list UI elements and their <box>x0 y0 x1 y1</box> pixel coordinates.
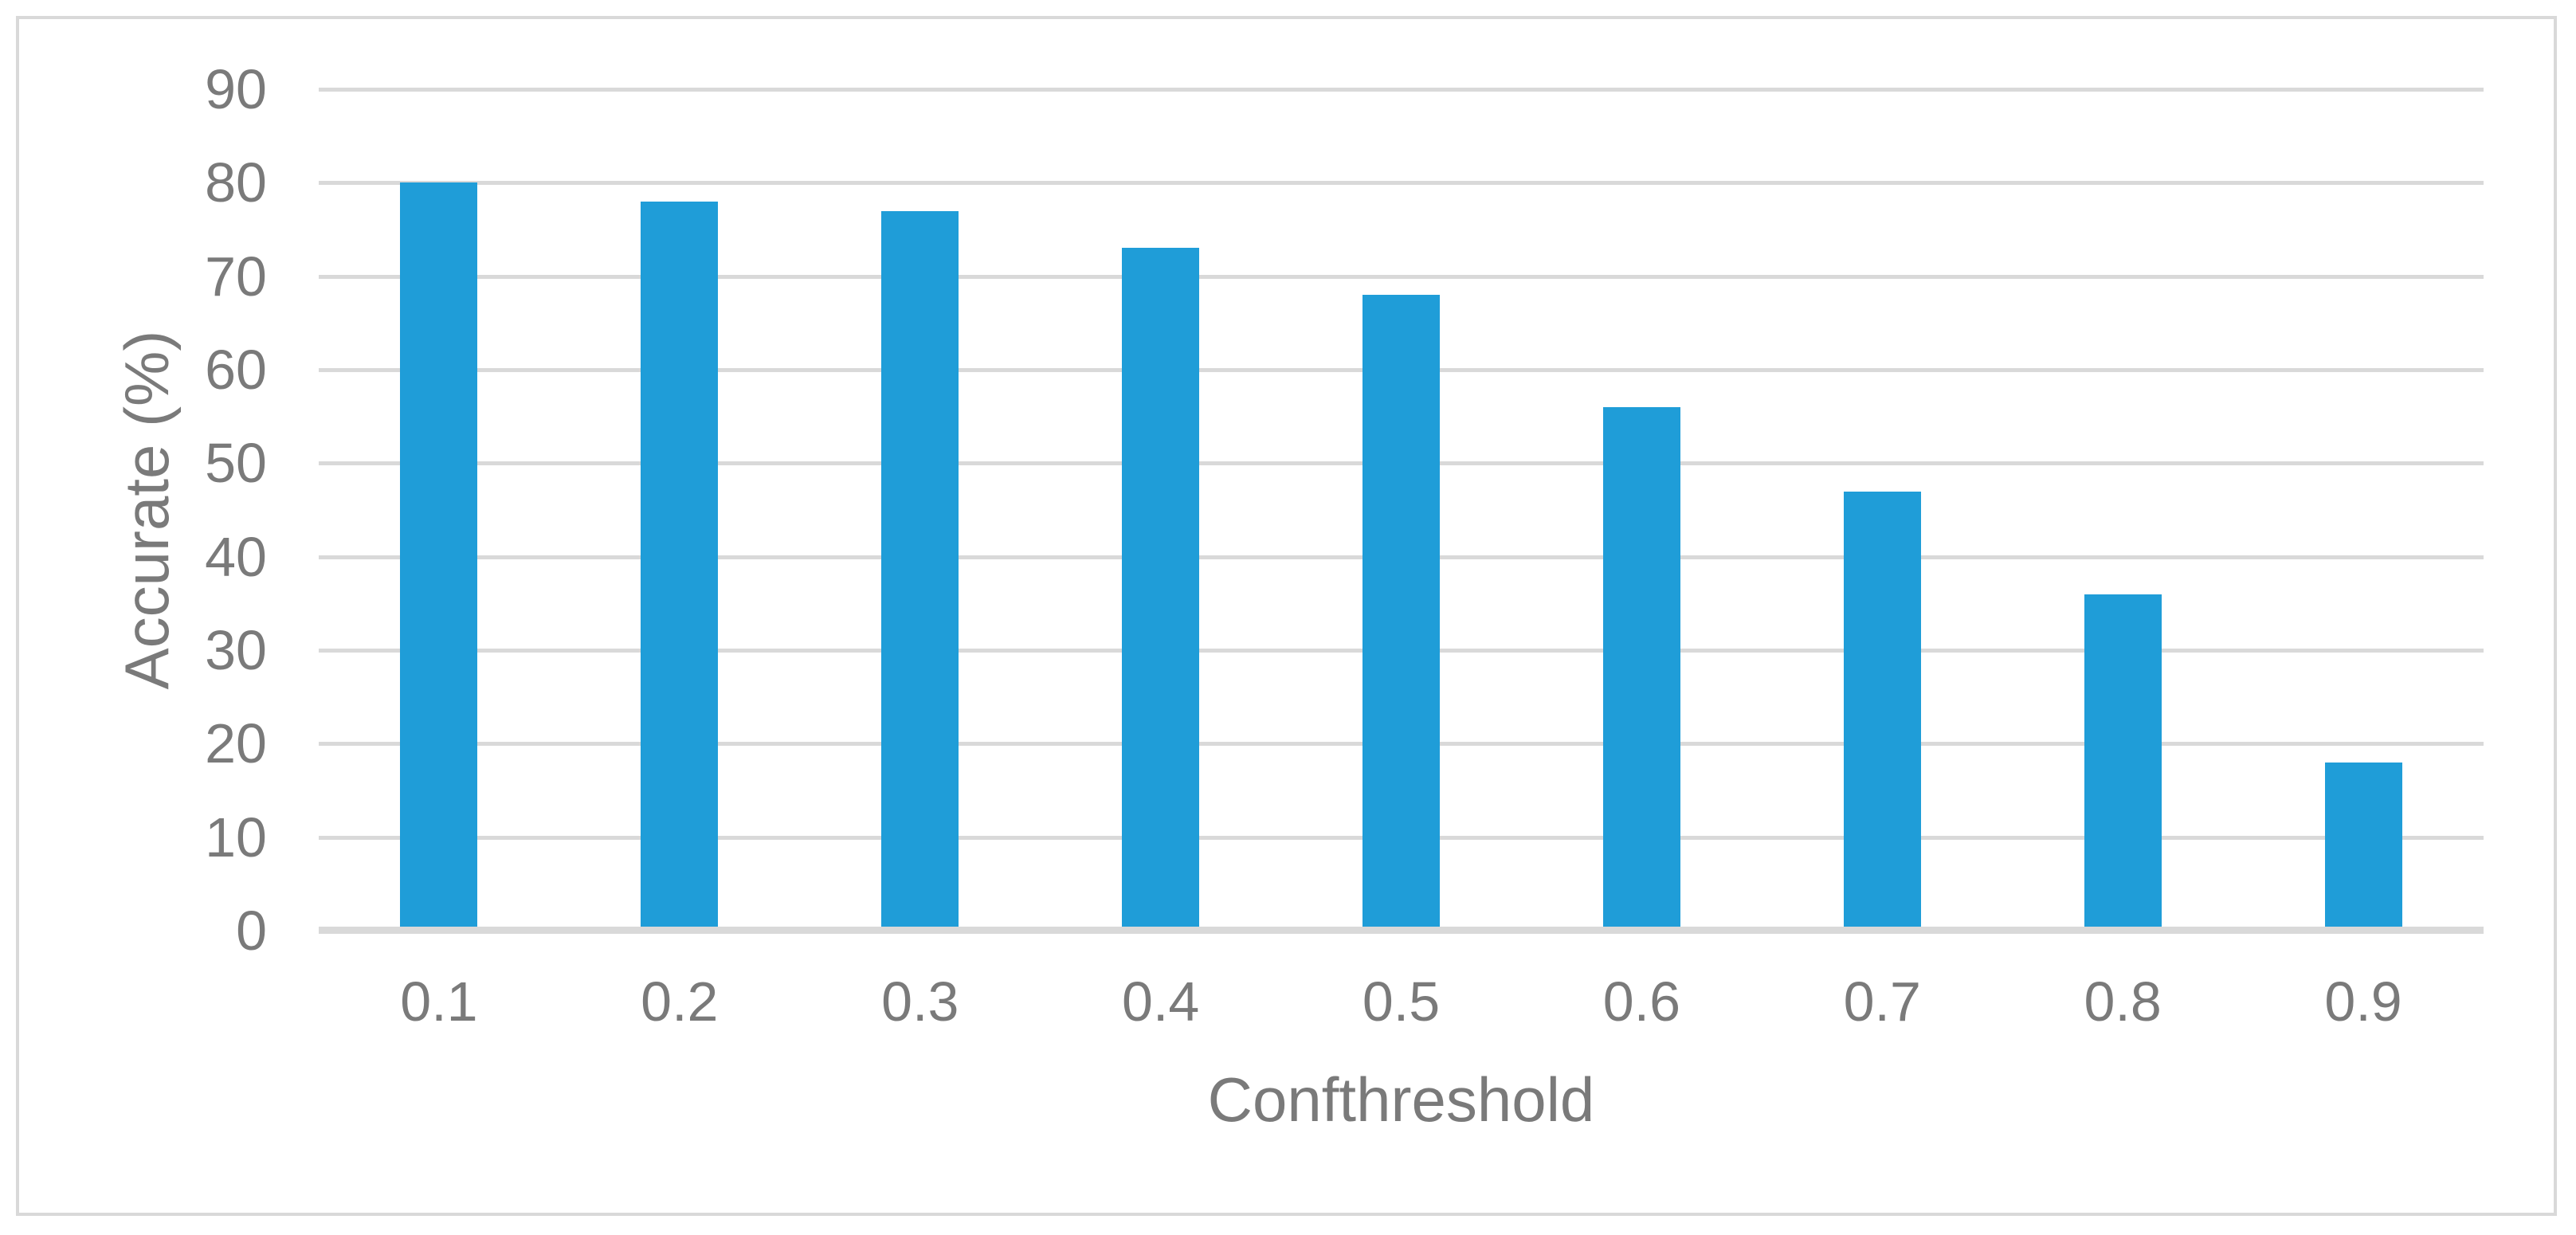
x-tick-label-0.4: 0.4 <box>1121 970 1200 1033</box>
x-tick-label-0.3: 0.3 <box>881 970 959 1033</box>
x-axis-line <box>319 927 2484 934</box>
x-tick-label-0.1: 0.1 <box>400 970 478 1033</box>
y-axis-tick-labels: 0 10 20 30 40 50 60 70 80 90 <box>112 61 267 959</box>
y-tick-label-80: 80 <box>205 151 267 214</box>
y-tick-label-10: 10 <box>205 806 267 868</box>
y-tick-label-0: 0 <box>236 900 267 962</box>
bar-0.2 <box>641 201 719 931</box>
x-tick-label-0.6: 0.6 <box>1602 970 1681 1033</box>
y-tick-label-30: 30 <box>205 619 267 681</box>
bar-0.8 <box>2084 594 2162 931</box>
y-tick-label-60: 60 <box>205 339 267 401</box>
bar-0.4 <box>1122 248 1200 931</box>
y-tick-label-50: 50 <box>205 432 267 495</box>
x-tick-label-0.2: 0.2 <box>641 970 719 1033</box>
x-tick-label-0.9: 0.9 <box>2324 970 2402 1033</box>
gridline-y-70 <box>319 274 2484 279</box>
x-tick-label-0.7: 0.7 <box>1843 970 1921 1033</box>
x-tick-label-0.8: 0.8 <box>2084 970 2162 1033</box>
bar-0.3 <box>881 210 959 931</box>
y-tick-label-40: 40 <box>205 525 267 588</box>
gridline-y-80 <box>319 181 2484 186</box>
x-tick-label-0.5: 0.5 <box>1362 970 1441 1033</box>
bar-0.5 <box>1362 295 1440 931</box>
plot-area <box>319 88 2484 934</box>
gridline-y-90 <box>319 88 2484 92</box>
y-tick-label-70: 70 <box>205 245 267 308</box>
x-axis-tick-labels: 0.1 0.2 0.3 0.4 0.5 0.6 0.7 0.8 0.9 <box>319 966 2484 1037</box>
y-tick-label-90: 90 <box>205 58 267 120</box>
bar-0.6 <box>1602 406 1680 931</box>
bar-0.1 <box>400 182 478 931</box>
y-tick-label-20: 20 <box>205 712 267 775</box>
x-axis-title: Confthreshold <box>1207 1064 1595 1135</box>
bar-0.9 <box>2324 762 2402 931</box>
bar-0.7 <box>1843 491 1921 931</box>
